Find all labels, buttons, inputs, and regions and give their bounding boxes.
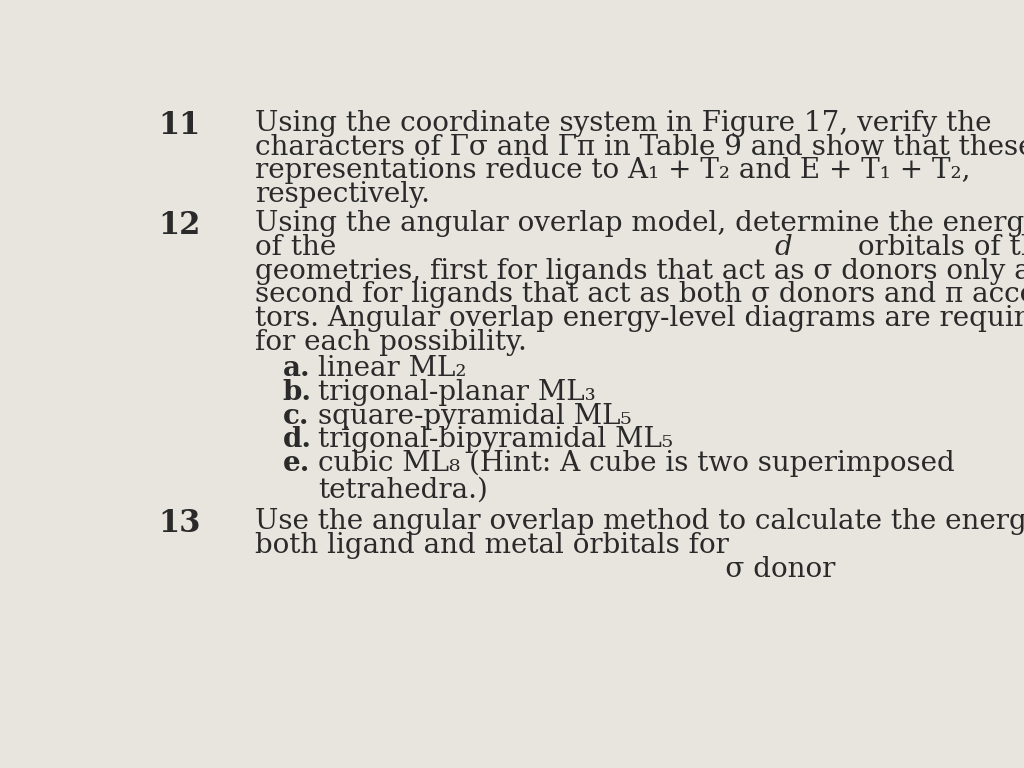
Text: representations reduce to A₁ + T₂ and E + T₁ + T₂,: representations reduce to A₁ + T₂ and E … (255, 157, 971, 184)
Text: Use the angular overlap method to calculate the energies of: Use the angular overlap method to calcul… (255, 508, 1024, 535)
Text: Using the angular overlap model, determine the energies: Using the angular overlap model, determi… (255, 210, 1024, 237)
Text: orbitals of the metal for each of the following: orbitals of the metal for each of the fo… (849, 234, 1024, 261)
Text: for each possibility.: for each possibility. (255, 329, 527, 356)
Text: 12: 12 (158, 210, 201, 241)
Text: trigonal-bipyramidal ML₅: trigonal-bipyramidal ML₅ (318, 426, 674, 453)
Text: second for ligands that act as both σ donors and π accep-: second for ligands that act as both σ do… (255, 281, 1024, 309)
Text: square-pyramidal ML₅: square-pyramidal ML₅ (318, 402, 632, 429)
Text: b.: b. (283, 379, 311, 406)
Text: both ligand and metal orbitals for: both ligand and metal orbitals for (255, 532, 737, 559)
Text: tetrahedra.): tetrahedra.) (318, 476, 488, 504)
Text: trigonal-planar ML₃: trigonal-planar ML₃ (318, 379, 596, 406)
Text: e.: e. (283, 450, 310, 477)
Text: 13: 13 (158, 508, 201, 539)
Text: σ donor: σ donor (255, 556, 836, 583)
Text: Using the coordinate system in Figure 17, verify the: Using the coordinate system in Figure 17… (255, 110, 991, 137)
Text: 11: 11 (158, 110, 201, 141)
Text: d: d (775, 234, 793, 261)
Text: respectively.: respectively. (255, 181, 430, 208)
Text: d.: d. (283, 426, 311, 453)
Text: a.: a. (283, 356, 310, 382)
Text: of the: of the (255, 234, 345, 261)
Text: tors. Angular overlap energy-level diagrams are required: tors. Angular overlap energy-level diagr… (255, 305, 1024, 332)
Text: c.: c. (283, 402, 309, 429)
Text: geometries, first for ligands that act as σ donors only and: geometries, first for ligands that act a… (255, 258, 1024, 285)
Text: linear ML₂: linear ML₂ (318, 356, 467, 382)
Text: cubic ML₈ (Hint: A cube is two superimposed: cubic ML₈ (Hint: A cube is two superimpo… (318, 450, 955, 477)
Text: characters of Γσ and Γπ in Table 9 and show that these: characters of Γσ and Γπ in Table 9 and s… (255, 134, 1024, 161)
